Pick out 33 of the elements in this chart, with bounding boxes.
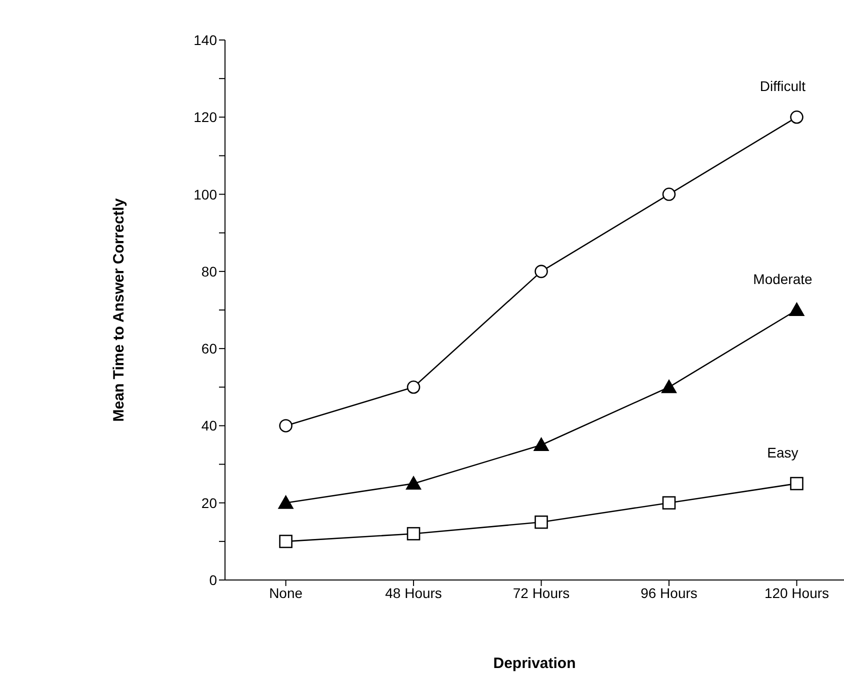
x-tick-label: 48 Hours — [385, 584, 442, 601]
point — [790, 110, 804, 124]
point — [790, 476, 804, 490]
y-axis-title: Mean Time to Answer Correctly — [110, 198, 128, 422]
x-axis-title: Deprivation — [493, 655, 576, 672]
series-label: Moderate — [753, 271, 813, 287]
point — [406, 380, 420, 394]
y-tick-label: 60 — [201, 340, 218, 357]
point — [534, 515, 548, 529]
point — [662, 496, 676, 510]
y-tick-label: 20 — [201, 494, 218, 511]
y-tick-label: 120 — [194, 109, 218, 126]
point — [278, 494, 294, 509]
point — [534, 264, 548, 278]
point — [406, 527, 420, 540]
x-tick-label: 72 Hours — [512, 584, 570, 601]
y-tick-label: 40 — [201, 418, 218, 434]
x-tick-label: 96 Hours — [640, 584, 698, 601]
x-tick-label: 120 Hours — [764, 584, 830, 601]
y-tick-label: 140 — [194, 32, 218, 48]
point — [661, 379, 678, 394]
point — [533, 437, 550, 451]
point — [788, 302, 805, 316]
x-tick-label: None — [269, 584, 303, 601]
series-label: Difficult — [760, 78, 806, 94]
point — [279, 419, 292, 432]
y-tick-label: 0 — [209, 572, 218, 588]
y-tick-label: 80 — [201, 263, 218, 280]
point — [662, 188, 676, 201]
series-label: Easy — [767, 444, 798, 461]
point — [279, 534, 292, 548]
point — [406, 476, 422, 490]
y-tick-label: 100 — [194, 186, 218, 202]
